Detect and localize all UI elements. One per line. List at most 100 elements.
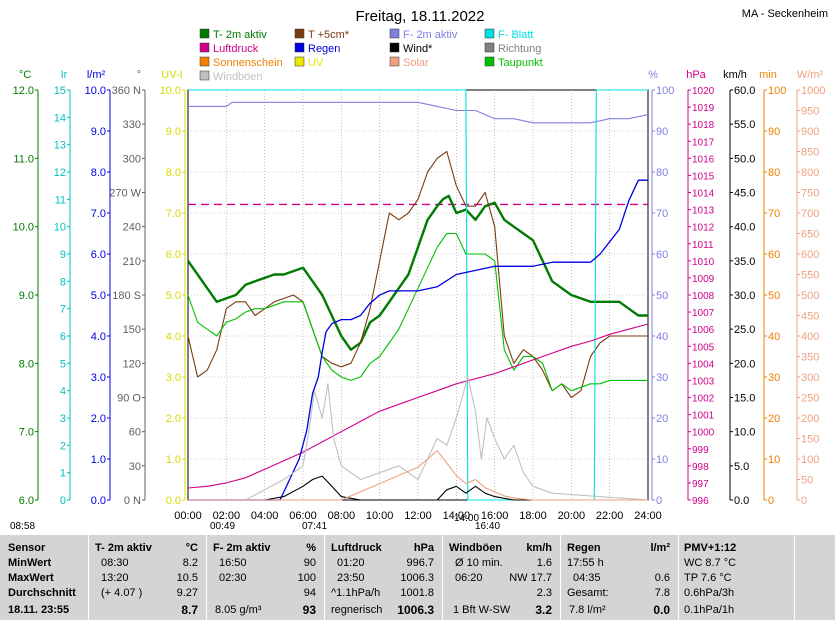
header-pmv: PMV+1:12 [684, 542, 737, 554]
table-separator [560, 535, 561, 620]
axis-tick-label-wind: 40.0 [734, 222, 755, 234]
series-line [188, 475, 648, 501]
legend-swatch [199, 70, 210, 81]
table-col-pmv: PMV+1:12 WC 8.7 °C TP 7.6 °C 0.6hPa/3h 0… [679, 535, 835, 620]
table-separator [206, 535, 207, 620]
axis-tick-label-solar: 0 [801, 495, 807, 507]
table-separator [678, 535, 679, 620]
table-col-hum: F- 2m aktiv % 16:50 90 02:30 100 94 8.05… [207, 535, 324, 620]
axis-tick-label-solar: 950 [801, 106, 819, 118]
gust-beaufort: 1 Bft W-SW [453, 604, 511, 616]
axis-tick-label-min: 60 [768, 249, 780, 261]
legend-swatch [294, 42, 305, 53]
x-tick-label: 20:00 [558, 510, 586, 522]
press-max-time: 23:50 [337, 572, 365, 584]
x-tick-label: 08:00 [328, 510, 356, 522]
legend-label: Solar [403, 57, 429, 69]
axis-tick-label-press: 1009 [692, 274, 715, 285]
hum-avg-value: 94 [303, 587, 316, 599]
axis-tick-label-rain: 6.0 [91, 249, 106, 261]
press-forecast: regnerisch [331, 604, 383, 616]
axis-tick-label-solar: 750 [801, 188, 819, 200]
axis-tick-label-press: 1015 [692, 171, 715, 182]
hum-min-value: 90 [303, 557, 316, 569]
temp-min-value: 8.2 [182, 557, 198, 569]
press-min-time: 01:20 [337, 557, 365, 569]
axis-tick-label-rain: 1.0 [91, 454, 106, 466]
legend-label: F- 2m aktiv [403, 29, 458, 41]
axis-tick-label-temp: 7.0 [19, 427, 34, 439]
axis-tick-label-wind: 5.0 [734, 461, 749, 473]
axis-tick-label-min: 30 [768, 372, 780, 384]
axis-tick-label-wind: 25.0 [734, 324, 755, 336]
legend-swatch [199, 28, 210, 39]
hum-abs: 8.05 g/m³ [215, 604, 262, 616]
axis-tick-label-press: 1004 [692, 359, 715, 370]
axis-tick-label-press: 1020 [692, 86, 715, 97]
header-gust-unit: km/h [526, 542, 552, 554]
axis-tick-label-uv: 3.0 [166, 372, 181, 384]
axis-tick-label-min: 40 [768, 331, 780, 343]
axis-tick-label-press: 1006 [692, 325, 715, 336]
weather-chart: Freitag, 18.11.2022 MA - Seckenheim T- 2m … [10, 8, 828, 532]
axis-tick-label-press: 1012 [692, 223, 715, 234]
axis-tick-label-min: 80 [768, 167, 780, 179]
axis-tick-label-dir: 240 [123, 222, 141, 234]
axis-tick-label-rain: 7.0 [91, 208, 106, 220]
time-mark: 16:40 [475, 521, 500, 532]
header-gust: Windböen [449, 542, 503, 554]
axis-tick-label-min: 70 [768, 208, 780, 220]
axis-tick-label-solar: 250 [801, 393, 819, 405]
axis-tick-label-ir: 15 [54, 85, 66, 97]
axis-tick-label-hum: 20 [656, 413, 668, 425]
table-separator [794, 535, 795, 620]
axis-tick-label-uv: 5.0 [166, 290, 181, 302]
station-name: MA - Seckenheim [742, 8, 828, 20]
axis-tick-label-dir: 60 [129, 427, 141, 439]
hum-min-time: 16:50 [219, 557, 247, 569]
rain-max-value: 0.6 [654, 572, 670, 584]
axis-tick-label-uv: 4.0 [166, 331, 181, 343]
axis-tick-label-press: 1008 [692, 291, 715, 302]
rain-current-value: 0.0 [653, 603, 670, 617]
axis-tick-label-hum: 100 [656, 85, 674, 97]
table-col-sensor: Sensor MinWert MaxWert Durchschnitt 18.1… [0, 535, 88, 620]
axis-tick-label-solar: 600 [801, 249, 819, 261]
axis-tick-label-rain: 9.0 [91, 126, 106, 138]
axis-tick-label-rain: 4.0 [91, 331, 106, 343]
axis-tick-label-hum: 0 [656, 495, 662, 507]
legend-swatch [199, 56, 210, 67]
temp-max-time: 13:20 [101, 572, 129, 584]
axis-tick-label-ir: 13 [54, 140, 66, 152]
axis-unit-temp: °C [19, 69, 31, 81]
axis-tick-label-press: 997 [692, 479, 709, 490]
press-trend: ^1.1hPa/h [331, 587, 381, 599]
axis-tick-label-dir: 300 [123, 153, 141, 165]
legend-swatch [389, 28, 400, 39]
x-tick-label: 10:00 [366, 510, 394, 522]
axis-unit-uv: UV-I [161, 69, 182, 81]
time-mark-sunrise: 08:58 [10, 521, 35, 532]
header-rain: Regen [567, 542, 601, 554]
legend-label: Sonnenschein [213, 57, 283, 69]
table-col-press: Luftdruck hPa 01:20 996.7 23:50 1006.3 ^… [325, 535, 442, 620]
axis-tick-label-press: 1007 [692, 308, 715, 319]
series-line [188, 450, 648, 501]
axis-tick-label-ir: 0 [60, 495, 66, 507]
axis-unit-hum: % [648, 69, 658, 81]
axis-tick-label-solar: 900 [801, 126, 819, 138]
legend-label: T- 2m aktiv [213, 29, 267, 41]
series-line [187, 194, 648, 351]
legend-swatch [389, 56, 400, 67]
axis-tick-label-press: 1016 [692, 154, 715, 165]
axis-tick-label-wind: 30.0 [734, 290, 755, 302]
axis-tick-label-uv: 7.0 [166, 208, 181, 220]
axis-tick-label-press: 1013 [692, 206, 715, 217]
axis-tick-label-solar: 50 [801, 475, 813, 487]
series-line [188, 89, 648, 501]
axis-tick-label-hum: 90 [656, 126, 668, 138]
temp-avg-value: 9.27 [176, 587, 198, 599]
legend-swatch [484, 28, 495, 39]
temp-avg-note: (+ 4.07 ) [101, 587, 143, 599]
gust-avg10-value: 1.6 [536, 557, 552, 569]
